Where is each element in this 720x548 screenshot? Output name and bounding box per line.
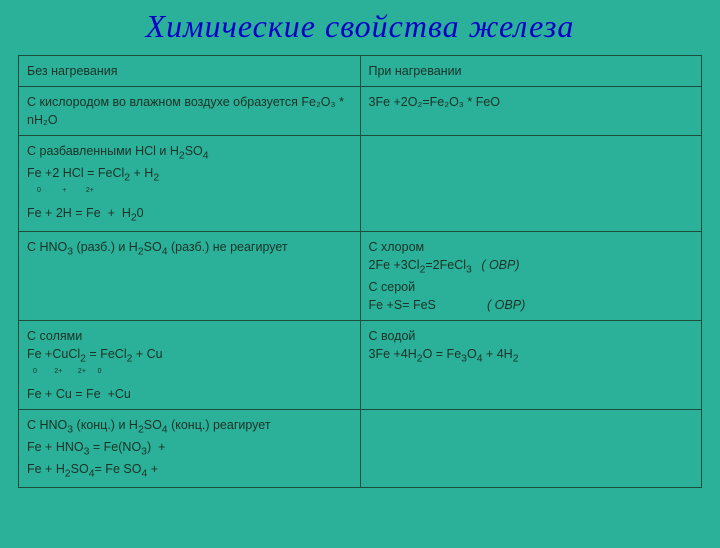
text-line: Fe +2 HCl = FeCl2 + H2 — [27, 164, 352, 186]
text-line: С водой — [369, 327, 694, 345]
cell-oxygen-right: 3Fe +2O₂=Fe₂O₃ * FeO — [360, 87, 702, 136]
page-title: Химические свойства железа — [0, 8, 720, 45]
text-line: Fe +CuCl2 = FeCl2 + Cu — [27, 345, 352, 367]
table-header-row: Без нагревания При нагревании — [19, 56, 702, 87]
cell-oxygen-left: С кислородом во влажном воздухе образует… — [19, 87, 361, 136]
text-line: С HNO3 (конц.) и H2SO4 (конц.) реагирует — [27, 416, 352, 438]
text-line: С разбавленными HCl и H2SO4 — [27, 142, 352, 164]
cell-acids-left: С разбавленными HCl и H2SO4 Fe +2 HCl = … — [19, 136, 361, 232]
chemistry-table: Без нагревания При нагревании С кислород… — [18, 55, 702, 488]
text-line: 3Fe +4H2O = Fe3O4 + 4H2 — [369, 345, 694, 367]
cell-hno3-left: С HNO3 (разб.) и H2SO4 (разб.) не реагир… — [19, 232, 361, 321]
table-row: С HNO3 (конц.) и H2SO4 (конц.) реагирует… — [19, 410, 702, 488]
text-line: С хлором — [369, 238, 694, 256]
text-line: Fe +S= FeS ( ОВР) — [369, 296, 694, 314]
charge-row: 0 2+ 2+ 0 — [33, 367, 101, 377]
charge-row: 0 + 2+ — [37, 186, 94, 196]
table-row: С HNO3 (разб.) и H2SO4 (разб.) не реагир… — [19, 232, 702, 321]
text-line: Fe + Cu = Fe +Cu — [27, 385, 352, 403]
text-line: Fe + HNO3 = Fe(NO3) + — [27, 438, 352, 460]
text-line: С солями — [27, 327, 352, 345]
text-line: С HNO3 (разб.) и H2SO4 (разб.) не реагир… — [27, 238, 352, 260]
cell-hno3-right: С хлором 2Fe +3Cl2=2FeCl3 ( ОВР) С серой… — [360, 232, 702, 321]
table-row: С разбавленными HCl и H2SO4 Fe +2 HCl = … — [19, 136, 702, 232]
text-line: 2Fe +3Cl2=2FeCl3 ( ОВР) — [369, 256, 694, 278]
text-line: Fe + 2H = Fe + H20 — [27, 204, 352, 226]
text-line: Fe + H2SO4= Fe SO4 + — [27, 460, 352, 482]
cell-acids-right — [360, 136, 702, 232]
table-row: С солями Fe +CuCl2 = FeCl2 + Cu 0 2+ 2+ … — [19, 321, 702, 410]
text-line: С серой — [369, 278, 694, 296]
header-right: При нагревании — [360, 56, 702, 87]
table-row: С кислородом во влажном воздухе образует… — [19, 87, 702, 136]
cell-salts-left: С солями Fe +CuCl2 = FeCl2 + Cu 0 2+ 2+ … — [19, 321, 361, 410]
header-left: Без нагревания — [19, 56, 361, 87]
cell-conc-left: С HNO3 (конц.) и H2SO4 (конц.) реагирует… — [19, 410, 361, 488]
cell-conc-right — [360, 410, 702, 488]
cell-salts-right: С водой 3Fe +4H2O = Fe3O4 + 4H2 — [360, 321, 702, 410]
